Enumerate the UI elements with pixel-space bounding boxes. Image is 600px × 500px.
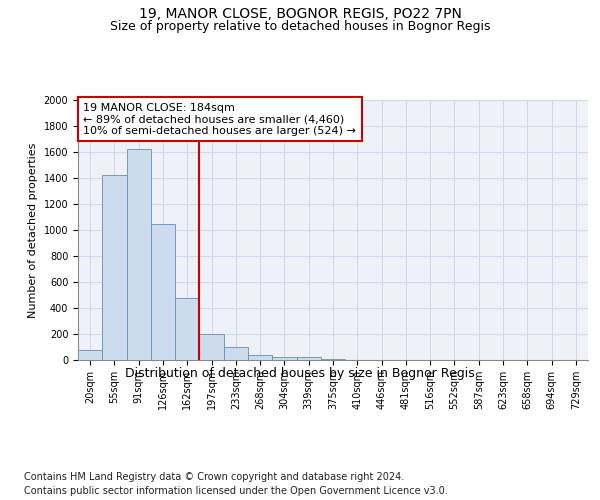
Bar [321,358,345,360]
Text: 19, MANOR CLOSE, BOGNOR REGIS, PO22 7PN: 19, MANOR CLOSE, BOGNOR REGIS, PO22 7PN [139,8,461,22]
Text: Size of property relative to detached houses in Bognor Regis: Size of property relative to detached ho… [110,20,490,33]
Bar [272,357,296,360]
Bar [224,347,248,360]
Text: Distribution of detached houses by size in Bognor Regis: Distribution of detached houses by size … [125,368,475,380]
Y-axis label: Number of detached properties: Number of detached properties [28,142,38,318]
Bar [199,334,224,360]
Bar [78,350,102,360]
Bar [296,358,321,360]
Bar [151,224,175,360]
Bar [102,175,127,360]
Bar [248,356,272,360]
Text: Contains HM Land Registry data © Crown copyright and database right 2024.
Contai: Contains HM Land Registry data © Crown c… [24,472,448,496]
Bar [127,149,151,360]
Text: 19 MANOR CLOSE: 184sqm
← 89% of detached houses are smaller (4,460)
10% of semi-: 19 MANOR CLOSE: 184sqm ← 89% of detached… [83,102,356,136]
Bar [175,298,199,360]
